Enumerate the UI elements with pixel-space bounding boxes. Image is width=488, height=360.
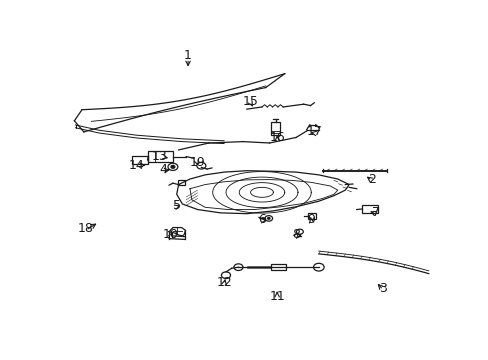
Text: 18: 18	[78, 222, 94, 235]
Text: 12: 12	[216, 276, 231, 289]
Bar	[148, 151, 173, 162]
Bar	[132, 156, 147, 164]
Text: 8: 8	[291, 228, 300, 241]
Text: 4: 4	[159, 163, 167, 176]
Text: 9: 9	[306, 213, 315, 226]
Text: 16: 16	[269, 131, 285, 144]
Text: 10: 10	[163, 228, 179, 241]
Text: 17: 17	[306, 125, 322, 138]
Circle shape	[171, 166, 175, 168]
Text: 15: 15	[242, 95, 258, 108]
Text: 13: 13	[151, 150, 167, 163]
Text: 19: 19	[189, 156, 205, 169]
Text: 14: 14	[129, 159, 144, 172]
Bar	[178, 180, 184, 185]
Text: 6: 6	[258, 213, 265, 226]
Text: 11: 11	[269, 290, 285, 303]
Text: 5: 5	[172, 199, 181, 212]
Bar	[271, 122, 279, 135]
Text: 7: 7	[371, 206, 379, 219]
Circle shape	[267, 217, 269, 219]
Bar	[271, 264, 285, 270]
Text: 1: 1	[184, 49, 192, 62]
Text: 3: 3	[379, 282, 386, 295]
Text: 2: 2	[367, 172, 375, 185]
Bar	[362, 205, 377, 213]
Bar	[307, 213, 315, 219]
